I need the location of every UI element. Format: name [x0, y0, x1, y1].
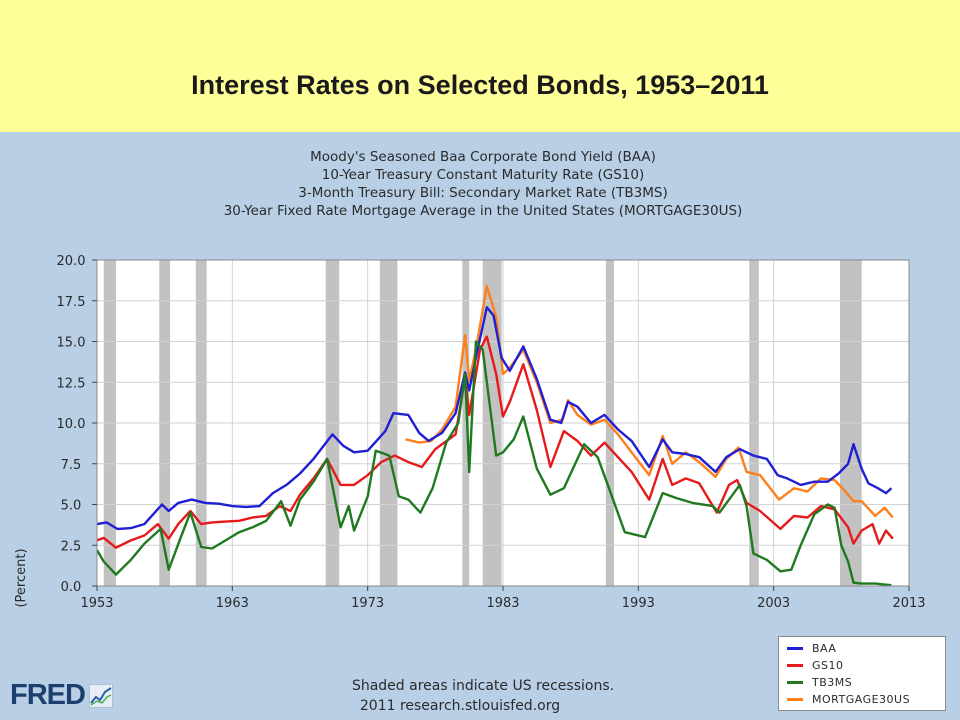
legend-item: GS10	[787, 657, 945, 674]
legend-item: MORTGAGE30US	[787, 691, 945, 708]
source-note: 2011 research.stlouisfed.org	[360, 698, 560, 714]
y-axis-label: (Percent)	[14, 548, 29, 607]
chart-title-line: Moody's Seasoned Baa Corporate Bond Yiel…	[310, 149, 656, 165]
legend-swatch	[787, 681, 803, 684]
y-tick-label: 5.0	[61, 499, 82, 514]
legend-item: TB3MS	[787, 674, 945, 691]
series-lines	[95, 284, 894, 587]
series-line-gs10	[96, 335, 894, 549]
chart-title-lines: Moody's Seasoned Baa Corporate Bond Yiel…	[224, 149, 743, 219]
x-tick-labels: 1953 1963 1973 1983 1993 2003 2013	[80, 586, 926, 611]
y-tick-label: 2.5	[61, 539, 82, 554]
recession-note: Shaded areas indicate US recessions.	[352, 678, 614, 694]
legend-label: BAA	[812, 642, 837, 655]
chart-panel: Moody's Seasoned Baa Corporate Bond Yiel…	[0, 132, 960, 720]
chart-title-line: 3-Month Treasury Bill: Secondary Market …	[298, 185, 668, 201]
mini-line-chart-icon	[88, 683, 113, 708]
series-line-baa	[96, 306, 893, 531]
fred-logo: FRED	[10, 681, 113, 710]
fred-wordmark: FRED	[10, 679, 86, 711]
line-chart: Moody's Seasoned Baa Corporate Bond Yiel…	[14, 149, 926, 714]
y-tick-label: 15.0	[57, 336, 86, 351]
x-tick-label: 1963	[216, 596, 249, 611]
y-tick-label: 10.0	[57, 417, 86, 432]
x-tick-label: 2013	[892, 596, 925, 611]
legend-label: TB3MS	[812, 676, 853, 689]
legend-item: BAA	[787, 640, 945, 657]
x-tick-label: 1993	[622, 596, 655, 611]
y-tick-label: 17.5	[57, 295, 86, 310]
slide-title: Interest Rates on Selected Bonds, 1953–2…	[191, 70, 769, 100]
y-tick-label: 12.5	[57, 376, 86, 391]
x-tick-label: 1973	[351, 596, 384, 611]
x-tick-label: 1953	[80, 596, 113, 611]
legend-swatch	[787, 664, 803, 667]
legend-label: MORTGAGE30US	[812, 693, 911, 706]
series-line-tb3ms	[95, 340, 892, 587]
legend-swatch	[787, 698, 803, 701]
chart-title-line: 10-Year Treasury Constant Maturity Rate …	[322, 167, 644, 183]
y-tick-label: 20.0	[57, 254, 86, 269]
x-tick-label: 2003	[757, 596, 790, 611]
y-tick-labels: 0.0 2.5 5.0 7.5 10.0 12.5 15.0 17.5 20.0	[57, 254, 97, 595]
chart-title-line: 30-Year Fixed Rate Mortgage Average in t…	[224, 203, 743, 219]
legend-swatch	[787, 647, 803, 650]
legend-label: GS10	[812, 659, 844, 672]
y-tick-label: 0.0	[61, 580, 82, 595]
y-tick-label: 7.5	[61, 458, 82, 473]
legend: BAA GS10 TB3MS MORTGAGE30US	[778, 636, 946, 711]
x-tick-label: 1983	[486, 596, 519, 611]
